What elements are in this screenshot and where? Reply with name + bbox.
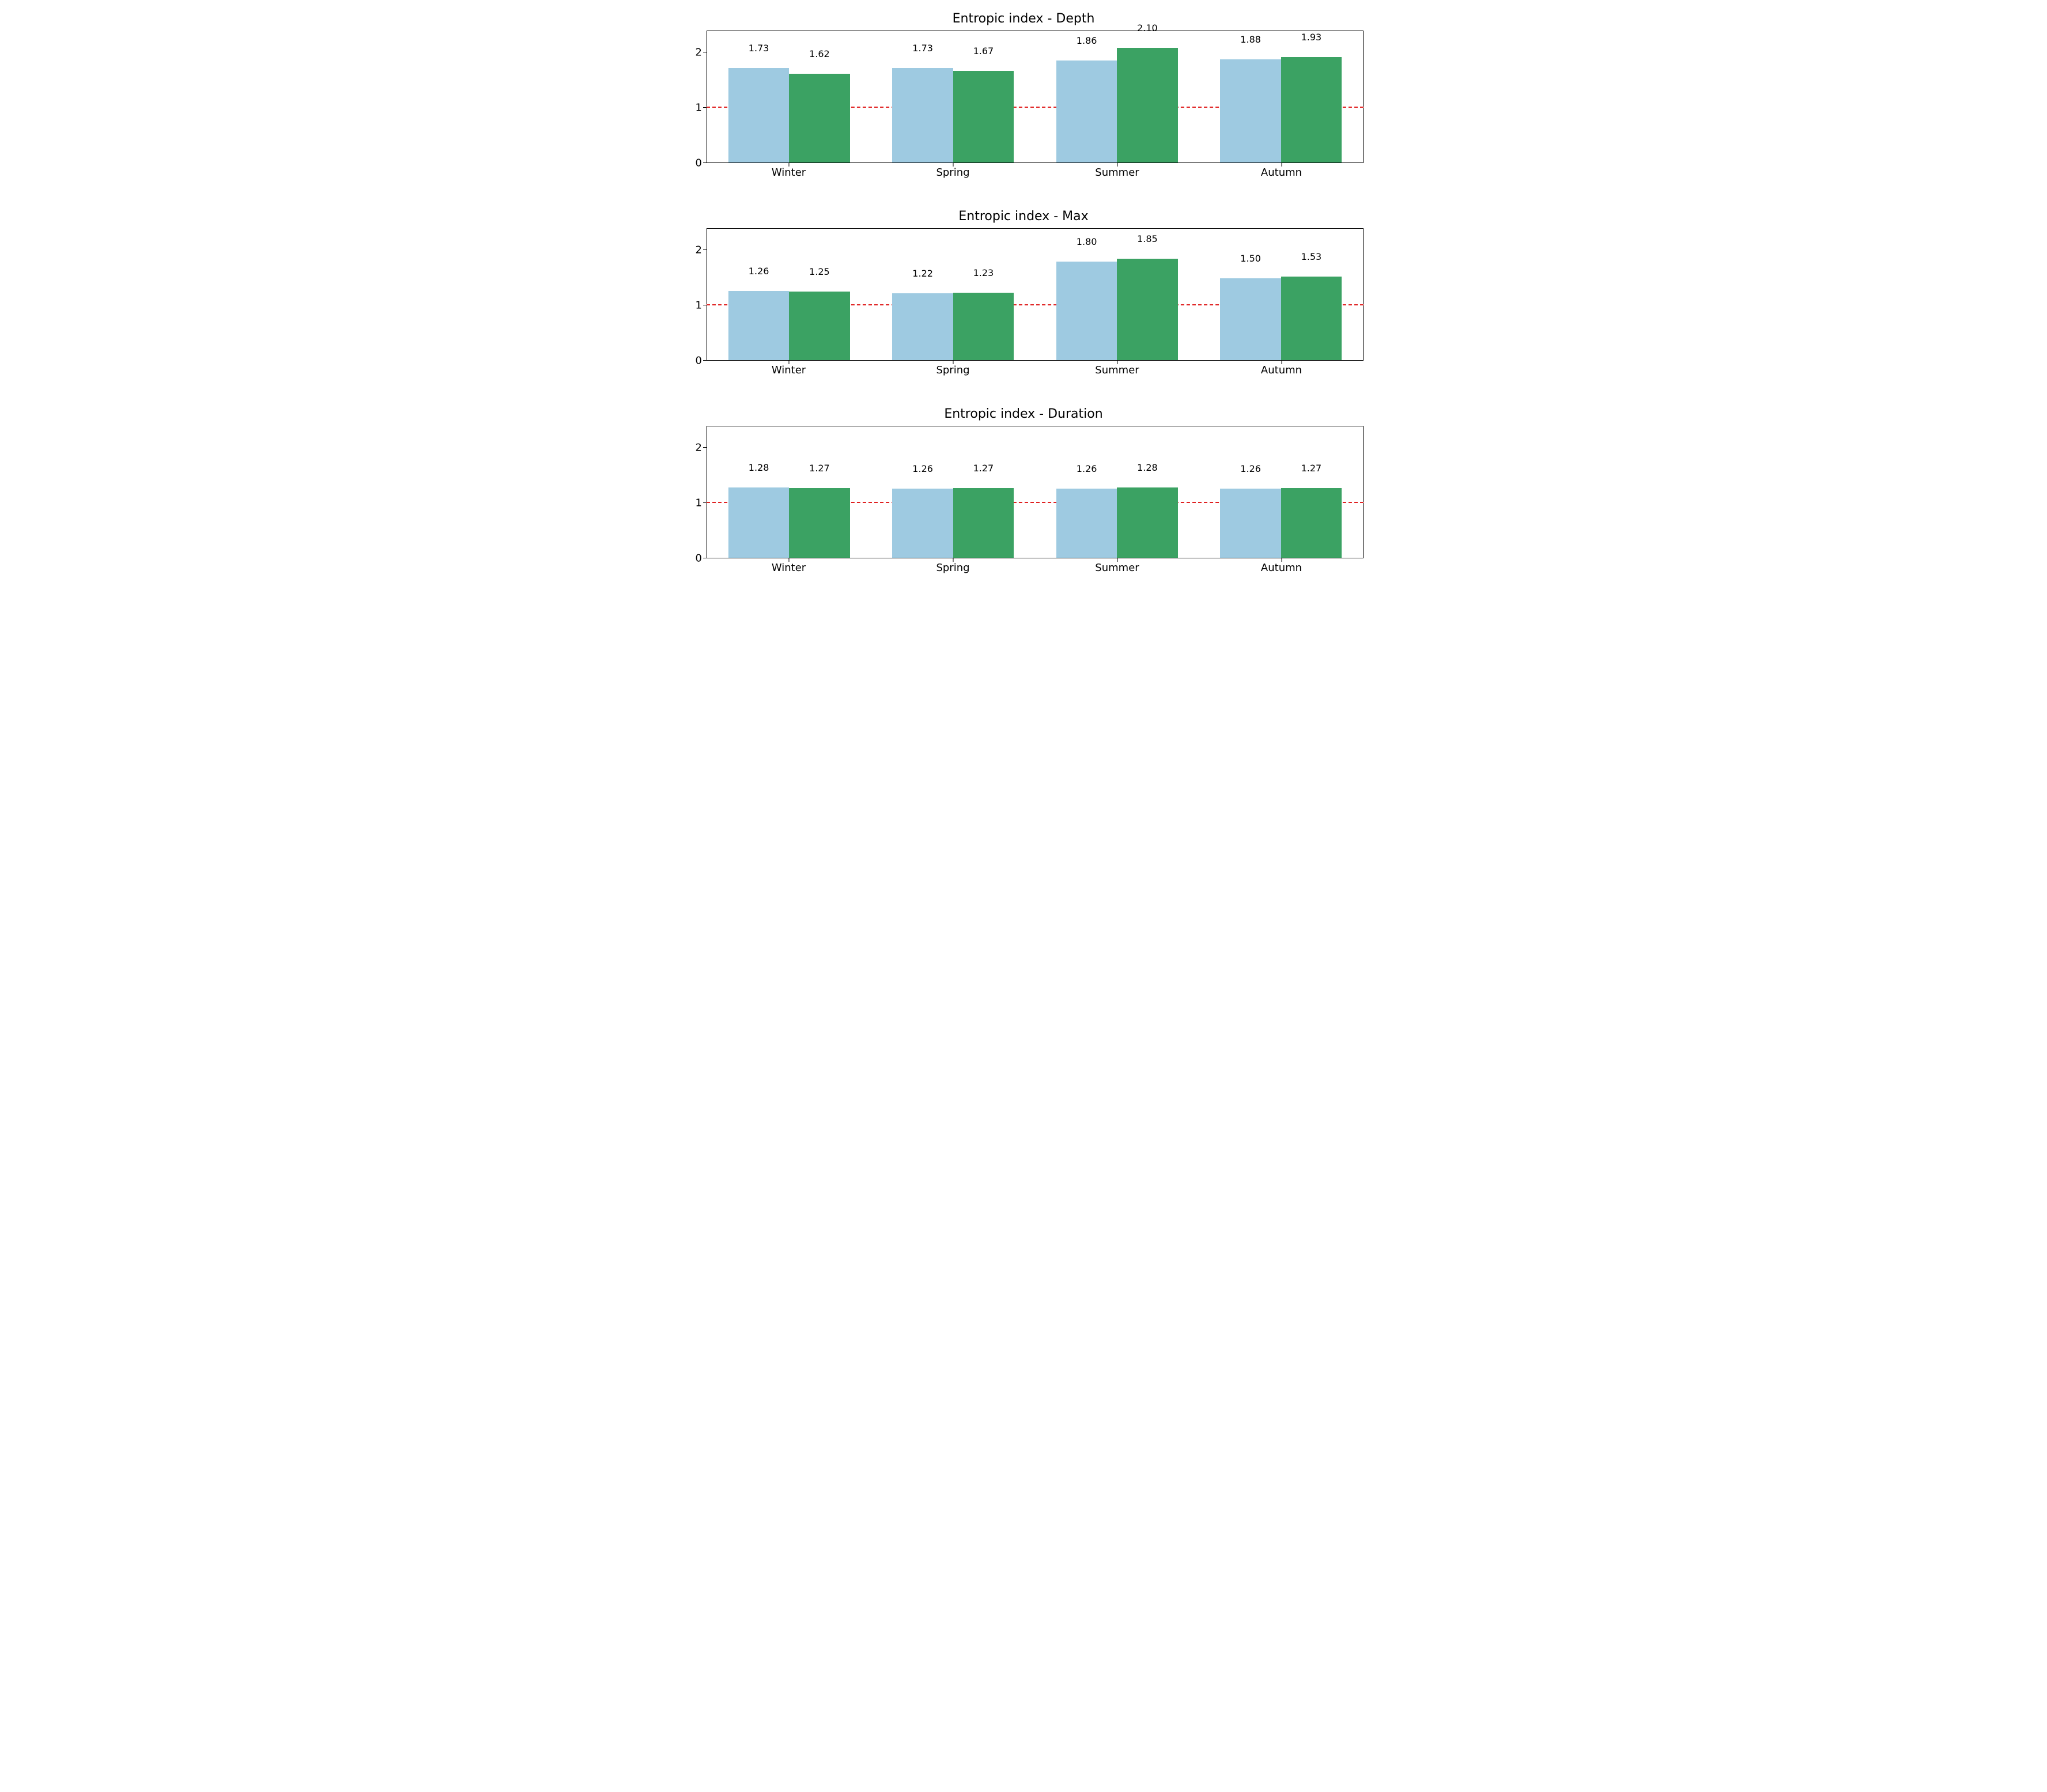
bar-value-label: 1.67 — [973, 46, 994, 58]
bar-value-label: 1.22 — [912, 268, 933, 281]
x-tick-label: Summer — [1095, 364, 1139, 376]
subplot-title: Entropic index - Depth — [683, 12, 1364, 26]
bar-value-label: 2.10 — [1137, 22, 1158, 35]
bar — [1117, 487, 1177, 558]
x-tick-label: Summer — [1095, 562, 1139, 574]
x-tick-label: Summer — [1095, 167, 1139, 179]
bar — [728, 291, 789, 360]
x-tick-label: Spring — [936, 562, 969, 574]
subplot-0: Entropic index - Depth 0 1 2 1.73 1.62 1.73 1.6… — [683, 12, 1364, 180]
bars-layer: 1.28 1.27 1.26 1.27 1.26 1.28 1.26 1.27 — [707, 426, 1363, 558]
bar — [1056, 61, 1117, 162]
bar — [892, 293, 953, 360]
bar — [789, 292, 849, 360]
x-tick-label: Spring — [936, 167, 969, 179]
x-tick-label: Winter — [772, 364, 806, 376]
y-tick-label: 2 — [696, 47, 702, 59]
bar-value-label: 1.88 — [1240, 34, 1261, 47]
bar-value-label: 1.53 — [1301, 251, 1322, 264]
bar-value-label: 1.23 — [973, 267, 994, 280]
subplot-title: Entropic index - Max — [683, 209, 1364, 224]
bar-value-label: 1.26 — [749, 266, 769, 278]
bar — [1056, 489, 1117, 558]
y-axis: 012 — [683, 228, 707, 361]
figure: Entropic index - Depth 0 1 2 1.73 1.62 1.73 1.6… — [683, 12, 1364, 576]
bar-value-label: 1.27 — [1301, 463, 1322, 475]
bar — [1220, 59, 1281, 162]
bar-value-label: 1.73 — [749, 43, 769, 55]
chart-box: 1.26 1.25 1.22 1.23 1.80 1.85 1.50 1.53 — [707, 228, 1364, 361]
bar-value-label: 1.26 — [1240, 463, 1261, 476]
bar — [1281, 277, 1342, 360]
chart-box: 1.731.621.731.671.862.101.881.93 — [707, 31, 1364, 163]
x-tick-label: Autumn — [1261, 562, 1302, 574]
x-tick-label: Spring — [936, 364, 969, 376]
y-tick-label: 0 — [696, 157, 702, 169]
x-tick-label: Winter — [772, 167, 806, 179]
x-tick-label: Autumn — [1261, 364, 1302, 376]
y-axis: 012 — [683, 31, 707, 163]
bar-value-label: 1.25 — [809, 266, 830, 279]
y-tick-label: 2 — [696, 442, 702, 454]
bar — [1220, 489, 1281, 558]
bar — [728, 487, 789, 558]
bar — [1281, 488, 1342, 558]
bar — [1117, 259, 1177, 360]
bar-value-label: 1.26 — [912, 463, 933, 476]
bar — [892, 68, 953, 162]
y-tick-label: 0 — [696, 355, 702, 367]
y-tick-label: 1 — [696, 497, 702, 509]
bar-value-label: 1.28 — [749, 462, 769, 475]
x-tick-label: Winter — [772, 562, 806, 574]
bar-value-label: 1.80 — [1077, 236, 1097, 249]
bar — [1056, 262, 1117, 360]
x-tick-label: Autumn — [1261, 167, 1302, 179]
x-axis: Winter Spring Summer Autumn — [707, 558, 1364, 576]
bar — [953, 293, 1014, 360]
subplot-2: Entropic index - Duration 0 1 2 1.28 1.27 1.26… — [683, 407, 1364, 576]
bar-value-label: 1.62 — [809, 48, 830, 61]
subplot-1: Entropic index - Max0121.261.251.221.231… — [683, 209, 1364, 378]
subplot-title: Entropic index - Duration — [683, 407, 1364, 421]
bar — [1281, 57, 1342, 162]
bar — [728, 68, 789, 162]
bar — [1220, 278, 1281, 361]
y-tick-label: 1 — [696, 300, 702, 312]
plot-area: 0121.281.271.261.271.261.281.261.27 — [683, 426, 1364, 558]
plot-area: 0121.731.621.731.671.862.101.881.93 — [683, 31, 1364, 163]
bars-layer: 1.26 1.25 1.22 1.23 1.80 1.85 1.50 1.53 — [707, 229, 1363, 360]
bar-value-label: 1.28 — [1137, 462, 1158, 475]
x-axis: Winter Spring Summer Autumn — [707, 361, 1364, 378]
bar-value-label: 1.85 — [1137, 233, 1158, 246]
bar-value-label: 1.93 — [1301, 32, 1322, 44]
bar — [953, 488, 1014, 558]
bar — [892, 489, 953, 558]
bar — [789, 488, 849, 558]
plot-area: 0121.261.251.221.231.801.851.501.53 — [683, 228, 1364, 361]
bar — [789, 74, 849, 162]
y-tick-label: 1 — [696, 102, 702, 114]
bar-value-label: 1.86 — [1077, 35, 1097, 48]
bar-value-label: 1.27 — [973, 463, 994, 475]
bar-value-label: 1.50 — [1240, 253, 1261, 266]
bar-value-label: 1.27 — [809, 463, 830, 475]
y-tick-label: 0 — [696, 553, 702, 565]
x-axis: Winter Spring Summer Autumn — [707, 163, 1364, 180]
bar-value-label: 1.26 — [1077, 463, 1097, 476]
y-axis: 012 — [683, 426, 707, 558]
bar — [1117, 48, 1177, 163]
bar — [953, 71, 1014, 162]
chart-box: 1.28 1.27 1.26 1.27 1.26 1.28 1.26 1.27 — [707, 426, 1364, 558]
bar-value-label: 1.73 — [912, 43, 933, 55]
bars-layer: 1.731.621.731.671.862.101.881.93 — [707, 31, 1363, 162]
y-tick-label: 2 — [696, 244, 702, 256]
